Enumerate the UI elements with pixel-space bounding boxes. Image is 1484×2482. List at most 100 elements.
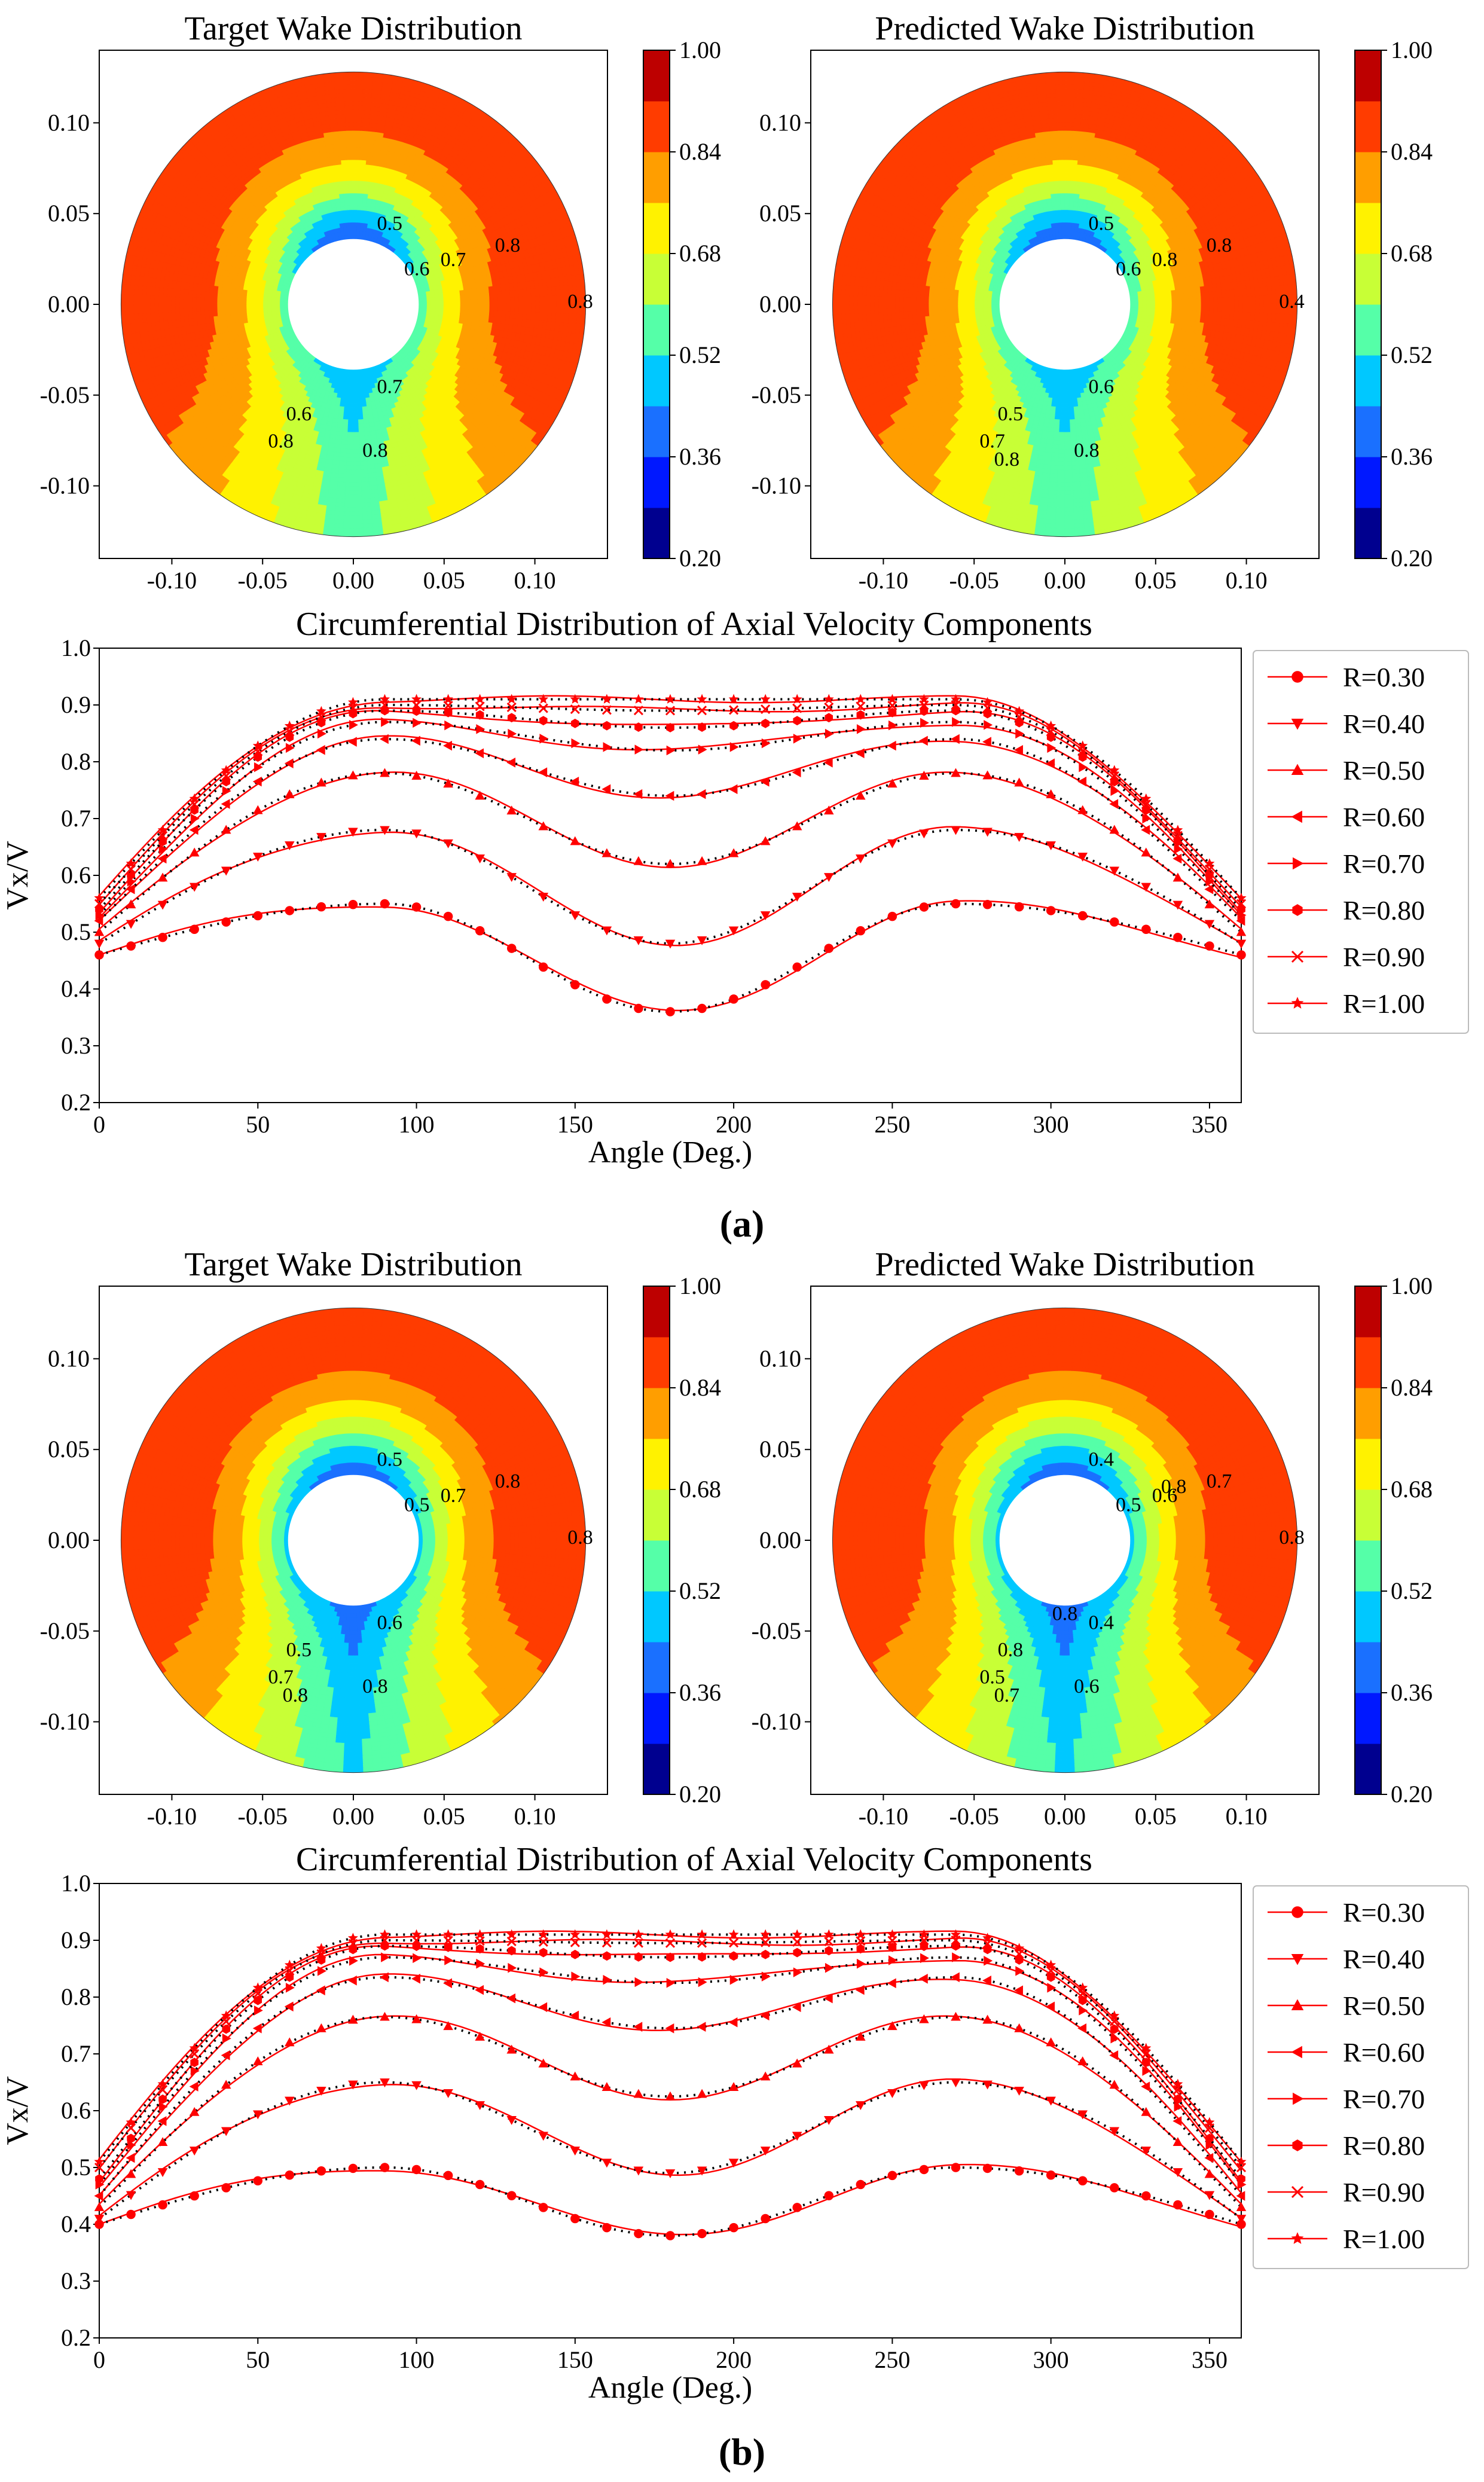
- field-cell: [359, 142, 368, 148]
- field-cell: [510, 303, 515, 312]
- field-cell: [531, 295, 536, 305]
- field-cell: [338, 469, 347, 474]
- field-cell: [526, 311, 532, 320]
- field-cell: [552, 303, 557, 314]
- field-cell: [145, 304, 151, 315]
- field-cell: [527, 295, 532, 305]
- field-cell: [357, 193, 364, 198]
- field-cell: [344, 407, 350, 412]
- field-cell: [472, 298, 478, 305]
- field-cell: [464, 298, 469, 305]
- field-cell: [493, 303, 499, 311]
- field-cell: [543, 303, 549, 313]
- field-cell: [204, 304, 209, 312]
- field-cell: [489, 303, 494, 311]
- field-cell: [192, 311, 197, 319]
- field-cell: [275, 300, 280, 305]
- field-cell: [337, 135, 347, 140]
- field-cell: [493, 297, 499, 305]
- field-cell: [464, 309, 469, 315]
- field-cell: [477, 303, 482, 310]
- field-cell: [356, 205, 362, 210]
- field-cell: [353, 444, 361, 450]
- field-cell: [430, 304, 436, 309]
- field-cell: [361, 490, 371, 495]
- field-cell: [346, 159, 354, 164]
- field-cell: [451, 308, 457, 314]
- field-cell: [344, 130, 354, 135]
- field-cell: [216, 304, 222, 312]
- field-cell: [359, 135, 369, 140]
- field-cell: [246, 299, 251, 305]
- field-cell: [361, 114, 371, 119]
- field-cell: [489, 297, 494, 305]
- field-cell: [506, 297, 511, 305]
- wake-field: [121, 72, 586, 537]
- field-cell: [361, 97, 372, 102]
- field-cell: [344, 494, 355, 500]
- field-cell: [344, 113, 354, 118]
- field-cell: [339, 151, 347, 157]
- field-cell: [358, 431, 366, 437]
- field-cell: [279, 301, 285, 305]
- field-cell: [200, 297, 205, 306]
- field-cell: [353, 209, 358, 215]
- field-cell: [229, 298, 234, 306]
- field-cell: [353, 407, 359, 412]
- field-cell: [344, 117, 354, 123]
- field-cell: [353, 494, 363, 500]
- field-cell: [163, 312, 168, 322]
- field-cell: [343, 92, 354, 98]
- field-cell: [347, 176, 354, 181]
- field-cell: [352, 205, 358, 210]
- field-cell: [233, 294, 239, 300]
- field-cell: [170, 304, 176, 313]
- field-cell: [237, 304, 243, 310]
- field-cell: [345, 486, 355, 491]
- field-cell: [543, 286, 548, 297]
- field-cell: [335, 506, 346, 512]
- field-cell: [360, 460, 368, 466]
- field-cell: [352, 180, 359, 185]
- field-cell: [183, 297, 188, 306]
- field-cell: [502, 303, 507, 312]
- field-cell: [472, 309, 478, 316]
- field-cell: [493, 309, 499, 317]
- field-cell: [353, 486, 363, 491]
- field-cell: [345, 138, 354, 144]
- field-cell: [343, 100, 354, 106]
- field-cell: [353, 440, 361, 445]
- field-cell: [353, 457, 361, 462]
- field-cell: [426, 304, 432, 309]
- field-cell: [361, 486, 371, 491]
- field-cell: [361, 494, 372, 499]
- field-cell: [481, 303, 486, 310]
- field-cell: [506, 303, 511, 312]
- field-cell: [337, 477, 347, 483]
- field-cell: [347, 419, 355, 425]
- field-cell: [539, 295, 545, 305]
- field-cell: [502, 297, 507, 305]
- field-cell: [141, 304, 147, 315]
- field-cell: [347, 444, 355, 450]
- field-cell: [225, 292, 231, 300]
- field-cell: [352, 117, 362, 123]
- field-cell: [150, 286, 155, 297]
- field-cell: [543, 295, 549, 305]
- field-cell: [336, 494, 346, 499]
- field-cell: [141, 295, 147, 306]
- field-cell: [183, 304, 188, 313]
- field-cell: [225, 304, 230, 311]
- field-cell: [167, 312, 172, 322]
- field-cell: [184, 289, 189, 298]
- field-cell: [338, 143, 347, 148]
- field-cell: [353, 474, 362, 479]
- field-cell: [523, 295, 528, 305]
- field-cell: [358, 180, 365, 186]
- field-cell: [171, 312, 176, 322]
- field-cell: [204, 310, 210, 319]
- field-cell: [526, 288, 532, 297]
- field-cell: [162, 304, 167, 314]
- field-cell: [476, 309, 482, 316]
